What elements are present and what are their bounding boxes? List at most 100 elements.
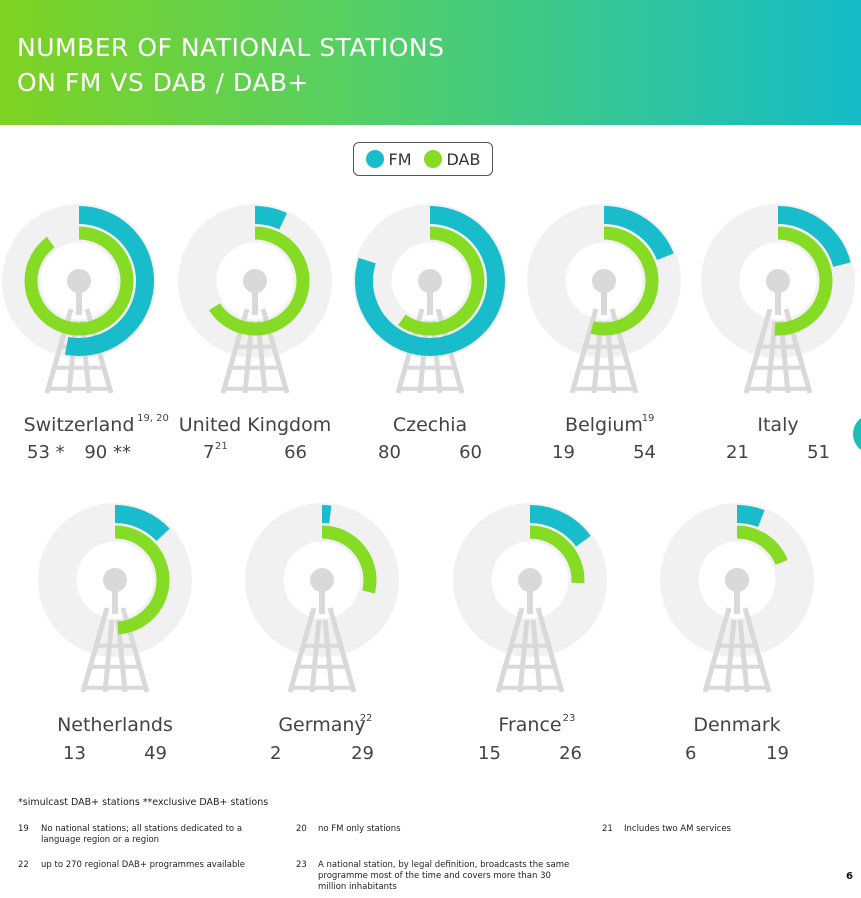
country-chart-czechia: Czechia 80 60 [353, 204, 507, 463]
footnote-text: A national station, by legal definition,… [318, 860, 570, 892]
country-name-label: Italy [757, 414, 798, 436]
footnote-number: 19 [18, 824, 29, 834]
footnote-text: No national stations; all stations dedic… [41, 824, 243, 845]
country-chart-united-kingdom: United Kingdom 7 21 66 [178, 204, 332, 463]
chart-legend: FM DAB [353, 142, 493, 176]
country-footnote-ref: 22 [360, 713, 373, 724]
fm-value-label: 21 [726, 442, 749, 463]
fm-value-label: 6 [685, 743, 696, 764]
country-chart-italy: Italy 21 51 [701, 204, 855, 463]
tower-icon-leg [530, 619, 543, 693]
title-line-2: ON FM VS DAB / DAB+ [17, 68, 310, 97]
country-name-label: Czechia [393, 414, 467, 436]
fm-value-label: 7 [203, 442, 214, 463]
fm-value-label: 15 [478, 743, 501, 764]
country-name-label: United Kingdom [179, 414, 332, 436]
dab-color-swatch [423, 150, 442, 168]
country-footnote-ref: 19 [642, 413, 655, 424]
legend-fm-label: FM [388, 149, 412, 169]
title-line-1: NUMBER OF NATIONAL STATIONS [17, 33, 445, 62]
tower-icon-leg [737, 619, 750, 693]
country-name-label: Switzerland [24, 414, 135, 436]
tower-icon-leg [309, 619, 322, 693]
fm-arc [603, 206, 674, 261]
header-banner: NUMBER OF NATIONAL STATIONS ON FM VS DAB… [0, 0, 861, 125]
footnote-number: 20 [296, 824, 307, 834]
footnote-text: no FM only stations [318, 824, 401, 834]
dab-arc [736, 525, 788, 566]
fm-arc [777, 206, 851, 268]
page-number: 6 [846, 871, 853, 882]
dab-value-label: 54 [633, 442, 656, 463]
country-name-label: Belgium [565, 414, 643, 436]
tower-icon-mast [112, 580, 118, 614]
dab-arc [774, 226, 833, 336]
fm-arc [529, 505, 591, 547]
country-name-label: Netherlands [57, 714, 173, 736]
fm-value-label: 2 [270, 743, 281, 764]
dab-arc [590, 226, 659, 336]
tower-icon-leg [743, 308, 773, 394]
fm-arc [254, 206, 287, 230]
tower-icon-mast [319, 580, 325, 614]
tower-icon-mast [76, 281, 82, 315]
footnote-text: Includes two AM services [624, 824, 731, 834]
footnote-number: 22 [18, 860, 29, 870]
dab-value-label: 26 [559, 743, 582, 764]
country-name-label: France [498, 714, 561, 736]
fm-value-label: 13 [63, 743, 86, 764]
tower-icon-leg [569, 308, 599, 394]
legend-item-dab: DAB [423, 149, 481, 169]
dab-arc [114, 525, 170, 635]
fm-value-label: 80 [378, 442, 401, 463]
legend-item-fm: FM [365, 149, 412, 169]
fm-arc [321, 505, 332, 524]
dab-arc [321, 525, 377, 594]
country-name-label: Denmark [693, 714, 780, 736]
dab-arc [24, 226, 134, 336]
tower-icon-mast [601, 281, 607, 315]
country-chart-switzerland: Switzerland 19, 20 53 * 90 ** [2, 204, 169, 463]
tower-icon-leg [327, 607, 357, 693]
country-chart-netherlands: Netherlands 13 49 [38, 503, 192, 764]
fm-arc [64, 206, 154, 356]
country-footnote-ref: 23 [563, 713, 576, 724]
legend-dab-label: DAB [446, 149, 481, 169]
dab-value-label: 29 [351, 743, 374, 764]
dab-arc [397, 226, 485, 336]
fm-arc [114, 505, 170, 542]
country-name-label: Germany [278, 714, 365, 736]
tower-icon-mast [775, 281, 781, 315]
dab-value-label: 66 [284, 442, 307, 463]
fm-value-label: 19 [552, 442, 575, 463]
footnote-text: up to 270 regional DAB+ programmes avail… [41, 860, 245, 870]
dab-value-label: 49 [144, 743, 167, 764]
tower-icon-leg [102, 619, 115, 693]
dab-value-label: 90 ** [84, 442, 131, 463]
dab-arc [529, 525, 585, 584]
page-title: NUMBER OF NATIONAL STATIONS ON FM VS DAB… [17, 30, 444, 100]
dab-arc [208, 226, 310, 336]
tower-icon-leg [322, 619, 335, 693]
fm-value-label: 53 * [27, 442, 65, 463]
tower-icon-leg [724, 619, 737, 693]
dab-value-label: 51 [807, 442, 830, 463]
tower-icon-leg [765, 320, 778, 394]
country-chart-france: France 23 15 26 [453, 503, 607, 764]
country-chart-denmark: Denmark 6 19 [660, 503, 814, 764]
tower-icon-mast [252, 281, 258, 315]
tower-icon-leg [80, 607, 110, 693]
dab-value-label: 19 [766, 743, 789, 764]
tower-icon-leg [702, 607, 732, 693]
tower-icon-leg [517, 619, 530, 693]
fm-arc [736, 505, 765, 528]
tower-icon-leg [495, 607, 525, 693]
tower-icon-leg [535, 607, 565, 693]
tower-icon-mast [427, 281, 433, 315]
country-footnote-ref: 19, 20 [137, 413, 169, 424]
asterisk-note: *simulcast DAB+ stations **exclusive DAB… [18, 797, 269, 808]
fm-arc [355, 206, 505, 356]
